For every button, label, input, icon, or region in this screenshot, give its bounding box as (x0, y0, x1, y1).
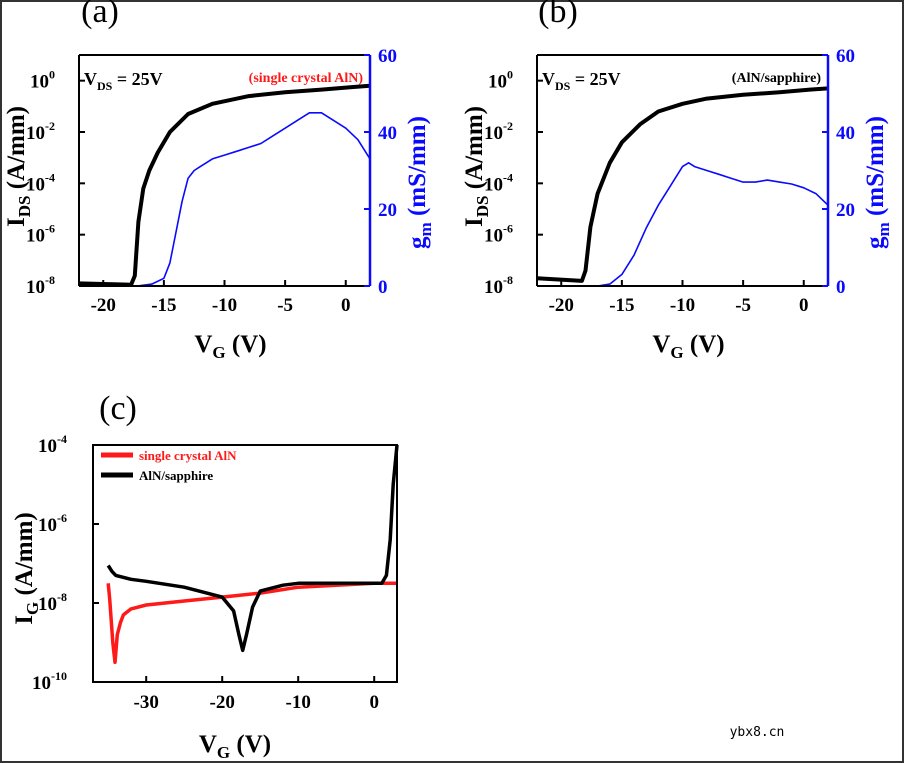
plot-frame (92, 444, 398, 683)
legend-label: single crystal AlN (139, 448, 237, 463)
x-tick-label: -5 (735, 295, 751, 316)
y-tick-label: 100 (30, 68, 55, 93)
device-tag: (AlN/sapphire) (732, 71, 822, 86)
x-tick-label: -20 (549, 295, 574, 316)
x-tick-label: 0 (369, 692, 379, 713)
y2-tick-label: 60 (378, 46, 397, 67)
y-tick-label: 10-2 (484, 119, 513, 144)
y-tick-label: 10-4 (38, 432, 67, 457)
y-tick-label: 10-4 (26, 170, 55, 195)
x-tick-label: 0 (799, 295, 809, 316)
x-tick-label: -15 (151, 295, 176, 316)
panel-c-chart: -30 -20 -10 0 10-10 10-8 10-6 10-4 single crysta… (11, 390, 399, 762)
panel-label: (a) (81, 0, 119, 30)
y-axis-label: IDS (A/mm) (3, 106, 34, 227)
y-tick-label: 100 (488, 68, 513, 93)
series-ids-line (78, 83, 371, 287)
series-gm-line (137, 112, 371, 287)
y2-tick-label: 20 (378, 200, 397, 221)
x-axis-label: VG (V) (194, 331, 266, 362)
y2-tick-label: 20 (836, 200, 855, 221)
x-tick-label: -30 (134, 692, 159, 713)
panel-b-chart: -20 -15 -10 -5 0 10-8 10-6 10-4 10-2 100 0 20 40 60 (b… (461, 0, 893, 362)
y-tick-label: 10-8 (38, 590, 67, 615)
y2-tick-label: 40 (836, 123, 855, 144)
y-axis-label: IG (A/mm) (11, 512, 42, 625)
x-axis-label: VG (V) (652, 331, 724, 362)
y-tick-label: 10-6 (38, 511, 67, 536)
x-tick-label: -20 (91, 295, 116, 316)
y2-axis-label: gm (mS/mm) (404, 116, 435, 249)
x-tick-label: -10 (212, 295, 237, 316)
y2-tick-label: 60 (836, 46, 855, 67)
x-axis-label: VG (V) (199, 731, 271, 762)
vds-annotation: VDS = 25V (84, 69, 163, 93)
x-tick-label: 0 (341, 295, 351, 316)
panel-label: (c) (99, 390, 137, 427)
y-tick-label: 10-2 (26, 119, 55, 144)
x-tick-label: -5 (277, 295, 293, 316)
x-tick-label: -10 (286, 692, 311, 713)
series-gm-line (597, 162, 829, 287)
series-aln-sapphire-line (106, 444, 399, 653)
legend-label: AlN/sapphire (139, 468, 213, 483)
series-ids-line (536, 86, 829, 283)
y2-tick-label: 40 (378, 123, 397, 144)
y-axis-label: IDS (A/mm) (461, 106, 492, 227)
series-single-crystal-aln-line (106, 581, 397, 665)
panel-label: (b) (538, 0, 578, 30)
y-tick-label: 10-10 (32, 669, 67, 694)
x-tick-label: -15 (609, 295, 634, 316)
y-tick-label: 10-6 (484, 222, 513, 247)
x-tick-label: -10 (670, 295, 695, 316)
y-tick-label: 10-8 (26, 273, 55, 298)
y2-tick-label: 0 (378, 277, 388, 298)
y-tick-label: 10-4 (484, 170, 513, 195)
x-tick-label: -20 (210, 692, 235, 713)
watermark-text: ybx8.cn (730, 725, 785, 740)
device-tag: (single crystal AlN) (249, 71, 364, 86)
y-tick-label: 10-6 (26, 222, 55, 247)
y2-tick-label: 0 (836, 277, 846, 298)
y2-axis-label: gm (mS/mm) (862, 116, 893, 249)
panel-a-chart: -20 -15 -10 -5 0 10-8 10-6 10-4 10-2 100 0 20 40 60 (a… (3, 0, 435, 362)
y-tick-label: 10-8 (484, 273, 513, 298)
vds-annotation: VDS = 25V (542, 69, 621, 93)
